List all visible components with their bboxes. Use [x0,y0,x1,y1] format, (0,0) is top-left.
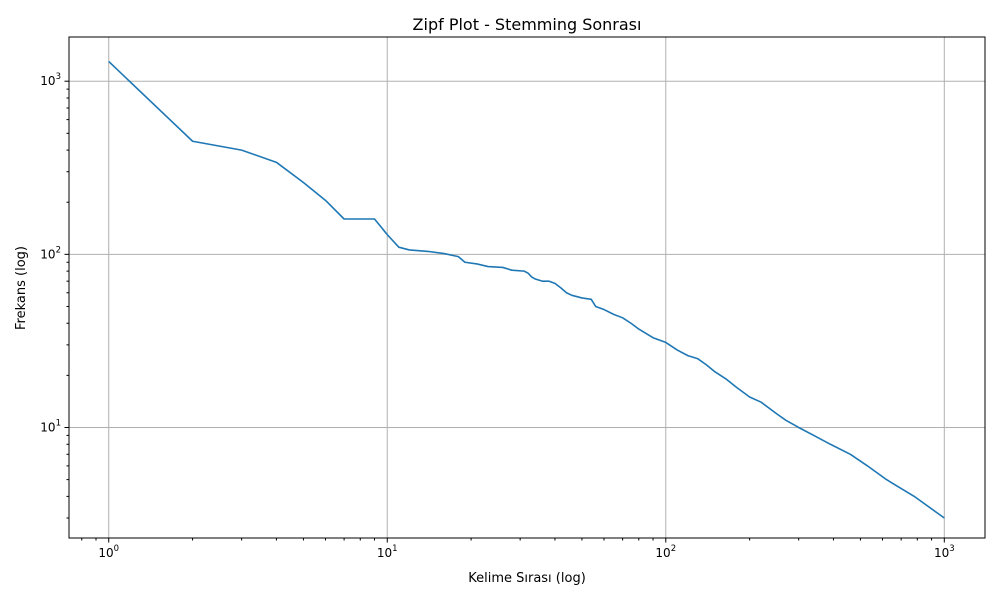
y-tick-label-base: 10 [40,74,55,88]
grid-lines [69,37,985,538]
x-axis-ticks: 100 101 102 103 [81,538,955,560]
x-tick-label-exp: 3 [949,544,954,554]
x-tick-label: 102 [655,544,676,560]
y-tick-label: 102 [40,245,61,261]
x-tick-label-exp: 1 [392,544,397,554]
series-line-0 [108,60,945,519]
x-axis-label: Kelime Sırası (log) [468,571,586,586]
x-tick-label: 103 [934,544,955,560]
series-layer [108,60,945,519]
y-tick-label-exp: 1 [56,418,61,428]
x-tick-label-base: 10 [98,546,113,560]
x-tick-label: 101 [377,544,398,560]
x-tick-label: 100 [98,544,119,560]
x-tick-label-base: 10 [934,546,949,560]
y-tick-label: 101 [40,418,61,434]
y-tick-label-base: 10 [40,247,55,261]
x-tick-label-exp: 0 [114,544,119,554]
y-tick-label-exp: 3 [56,72,61,82]
x-tick-label-exp: 2 [671,544,676,554]
x-tick-label-base: 10 [655,546,670,560]
y-tick-label-exp: 2 [56,245,61,255]
y-axis-label: Frekans (log) [14,246,29,330]
x-tick-label-base: 10 [377,546,392,560]
plot-frame [68,36,986,539]
chart-title: Zipf Plot - Stemming Sonrası [413,15,642,34]
y-tick-label-base: 10 [40,420,55,434]
y-tick-label: 103 [40,72,61,88]
